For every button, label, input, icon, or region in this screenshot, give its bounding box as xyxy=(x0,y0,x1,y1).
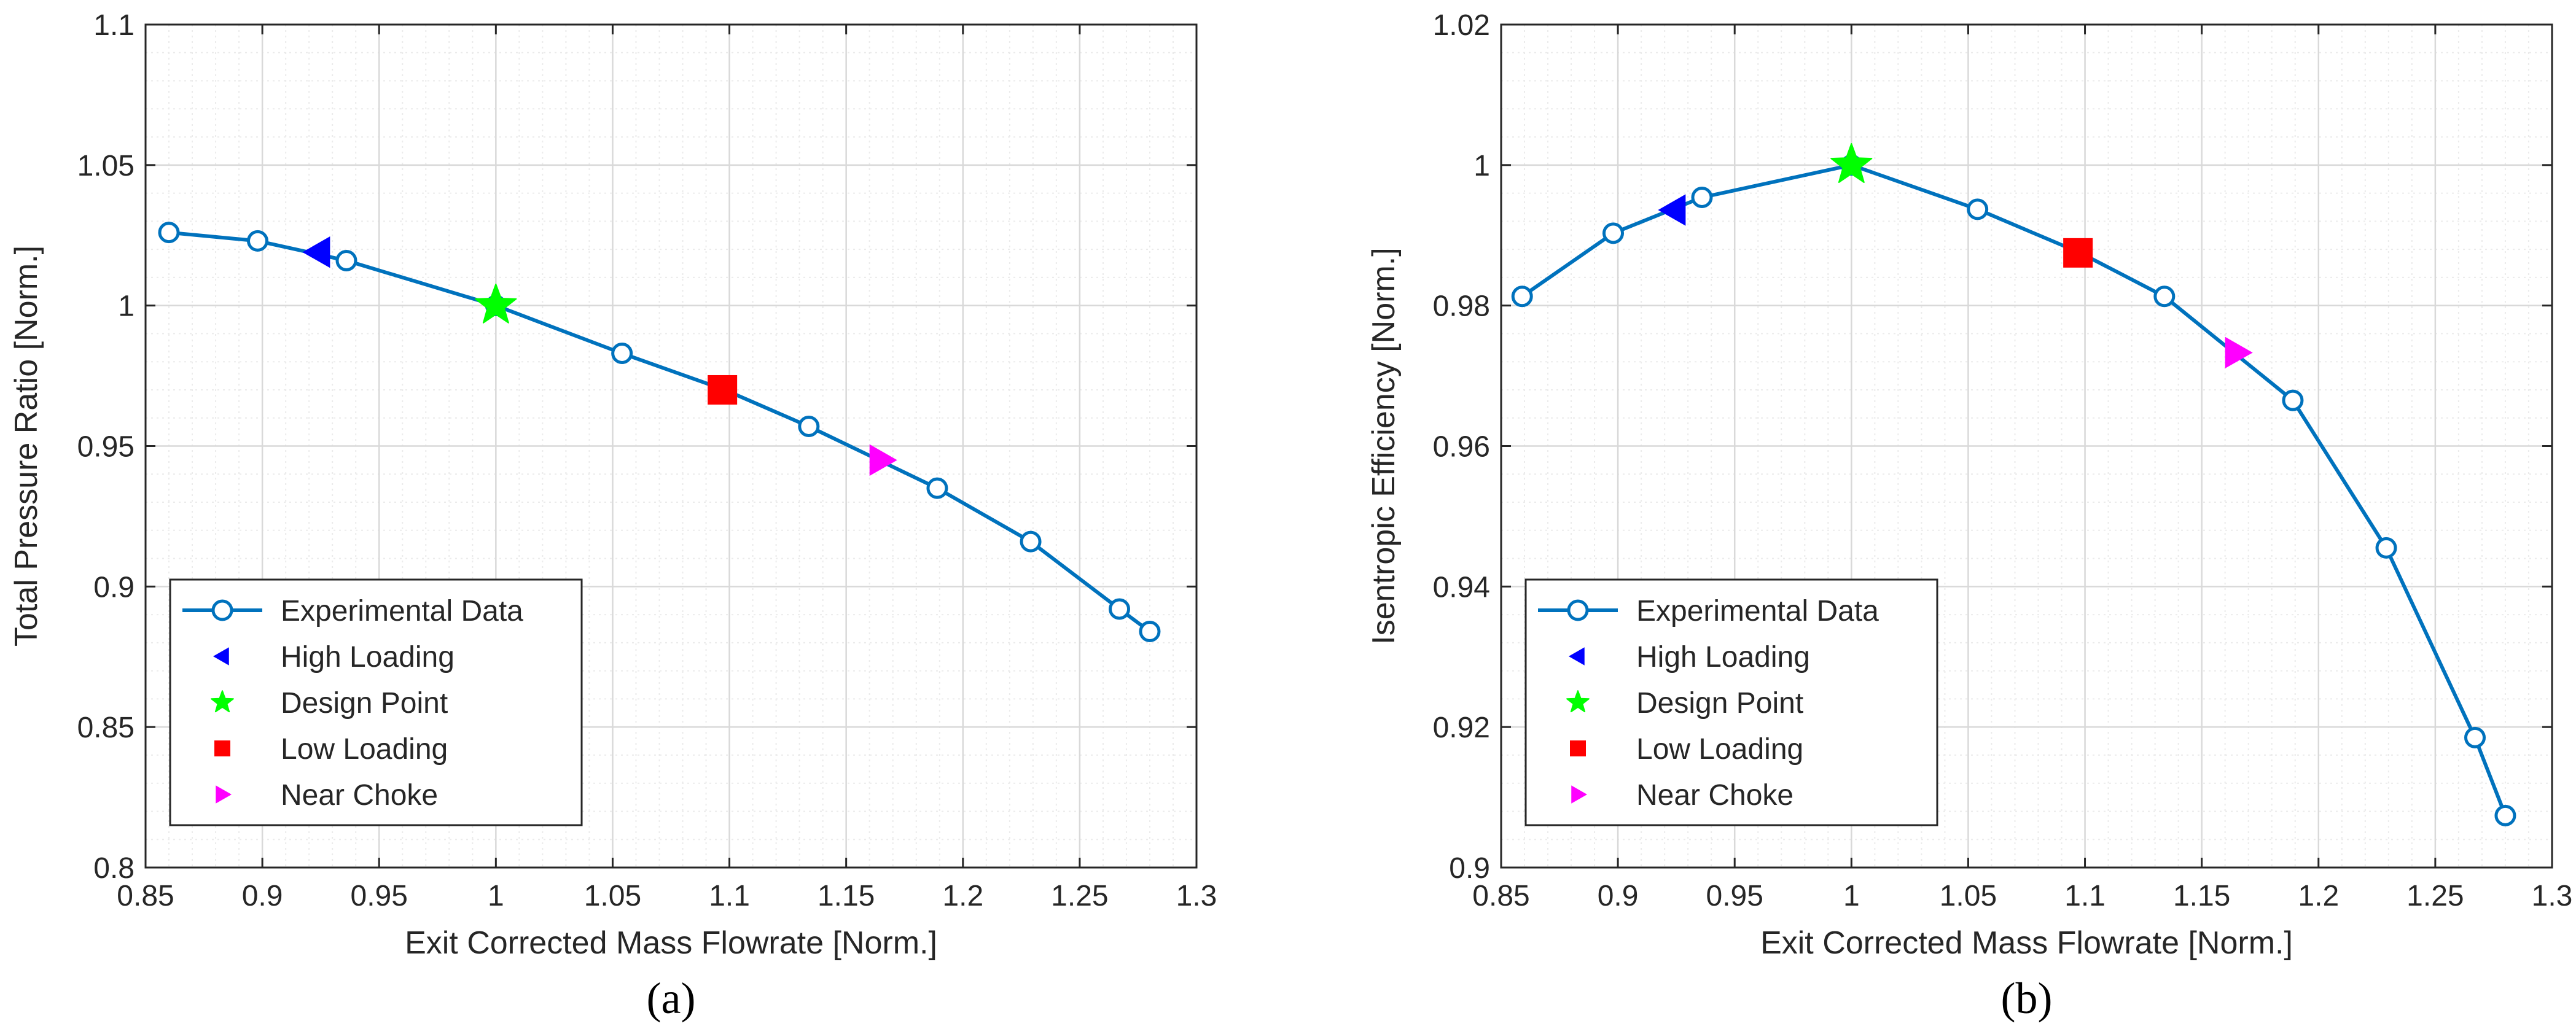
data-point xyxy=(1020,530,1042,553)
legend-marker-low-loading xyxy=(1570,740,1586,756)
x-tick-label: 1.1 xyxy=(2064,880,2106,912)
legend-marker-high-loading xyxy=(213,647,229,666)
x-tick-label: 1.05 xyxy=(1940,880,1997,912)
y-tick-label: 0.85 xyxy=(77,712,135,744)
data-point xyxy=(2282,389,2304,411)
data-point xyxy=(798,415,820,437)
x-tick-label: 0.95 xyxy=(1706,880,1763,912)
legend-box xyxy=(169,578,583,826)
legend-marker-design-point xyxy=(1566,690,1590,713)
x-tick-label: 0.85 xyxy=(1472,880,1529,912)
data-point xyxy=(247,230,269,252)
legend-label: Low Loading xyxy=(1636,733,1803,766)
marker-high-loading xyxy=(302,236,330,268)
data-point xyxy=(2375,537,2397,559)
x-tick-label: 1.25 xyxy=(2406,880,2464,912)
x-tick-label: 1 xyxy=(1843,880,1860,912)
data-point xyxy=(611,342,633,364)
y-tick-label: 0.98 xyxy=(1433,290,1490,323)
legend-label: Design Point xyxy=(281,687,448,720)
legend-label: Experimental Data xyxy=(1636,595,1879,627)
x-tick-label: 1.2 xyxy=(942,880,983,912)
x-tick-label: 0.95 xyxy=(351,880,408,912)
marker-near-choke xyxy=(869,444,897,476)
y-tick-label: 0.92 xyxy=(1433,712,1490,744)
marker-design-point xyxy=(1830,143,1873,183)
legend-marker-low-loading xyxy=(214,740,230,756)
data-point xyxy=(1511,285,1533,308)
legend-label: High Loading xyxy=(1636,641,1810,674)
legend-marker-near-choke xyxy=(1571,785,1588,804)
marker-low-loading xyxy=(708,375,738,405)
legend-marker-design-point xyxy=(211,690,234,713)
legend-marker-high-loading xyxy=(1568,647,1585,666)
marker-near-choke xyxy=(2225,336,2253,369)
panel-caption: (b) xyxy=(2001,974,2053,1023)
data-point xyxy=(335,249,357,271)
legend-label: Near Choke xyxy=(281,779,438,812)
y-tick-label: 1 xyxy=(1473,150,1490,182)
y-tick-label: 0.96 xyxy=(1433,431,1490,464)
legend-label: Low Loading xyxy=(281,733,448,766)
legend-label: Design Point xyxy=(1636,687,1803,720)
x-tick-label: 0.85 xyxy=(117,880,174,912)
data-point xyxy=(2494,804,2516,826)
panel-caption: (a) xyxy=(647,974,696,1023)
marker-design-point xyxy=(475,283,517,324)
y-tick-label: 1 xyxy=(118,290,135,323)
legend-label: Experimental Data xyxy=(281,595,523,627)
y-tick-label: 1.02 xyxy=(1433,9,1490,42)
marker-low-loading xyxy=(2063,238,2093,268)
y-tick-label: 0.94 xyxy=(1433,571,1490,604)
x-tick-label: 1.15 xyxy=(2173,880,2230,912)
x-axis-label: Exit Corrected Mass Flowrate [Norm.] xyxy=(405,925,937,961)
legend-marker-near-choke xyxy=(216,785,232,804)
y-axis-label: Isentropic Efficiency [Norm.] xyxy=(1366,247,1402,644)
data-point xyxy=(1691,186,1713,208)
y-tick-label: 1.05 xyxy=(77,150,135,182)
x-tick-label: 1.25 xyxy=(1051,880,1108,912)
data-point xyxy=(1967,198,1989,220)
data-point xyxy=(1602,222,1625,244)
y-axis-label: Total Pressure Ratio [Norm.] xyxy=(9,246,44,647)
data-point xyxy=(158,222,180,244)
y-tick-label: 0.95 xyxy=(77,431,135,464)
x-tick-label: 1.2 xyxy=(2298,880,2339,912)
legend-label: Near Choke xyxy=(1636,779,1793,812)
x-tick-label: 1.3 xyxy=(1176,880,1217,912)
y-tick-label: 0.9 xyxy=(1449,852,1490,885)
marker-high-loading xyxy=(1658,194,1686,226)
y-tick-label: 0.8 xyxy=(93,852,135,885)
x-tick-label: 1.05 xyxy=(584,880,641,912)
chart-panel-a: 0.85 0.9 0.95 1 1.05 1.1 1.15 1.2 1.25 1.30.80.85… xyxy=(9,9,1217,1023)
data-point xyxy=(1109,598,1131,620)
data-point xyxy=(2464,726,2486,748)
x-tick-label: 1 xyxy=(488,880,504,912)
y-tick-label: 0.9 xyxy=(93,571,135,604)
data-point xyxy=(2153,285,2176,308)
x-tick-label: 0.9 xyxy=(1598,880,1639,912)
data-point xyxy=(926,477,948,499)
x-axis-label: Exit Corrected Mass Flowrate [Norm.] xyxy=(1760,925,2293,961)
x-tick-label: 1.15 xyxy=(818,880,875,912)
x-tick-label: 1.3 xyxy=(2532,880,2573,912)
x-tick-label: 1.1 xyxy=(709,880,750,912)
chart-panel-b: 0.85 0.9 0.95 1 1.05 1.1 1.15 1.2 1.25 1.30.90.92… xyxy=(1366,9,2572,1023)
x-tick-label: 0.9 xyxy=(242,880,283,912)
data-point xyxy=(1139,621,1161,643)
y-tick-label: 1.1 xyxy=(93,9,135,42)
legend-label: High Loading xyxy=(281,641,455,674)
legend-box xyxy=(1524,578,1938,826)
legend-circle-sample xyxy=(1567,599,1589,621)
legend-circle-sample xyxy=(211,599,233,621)
